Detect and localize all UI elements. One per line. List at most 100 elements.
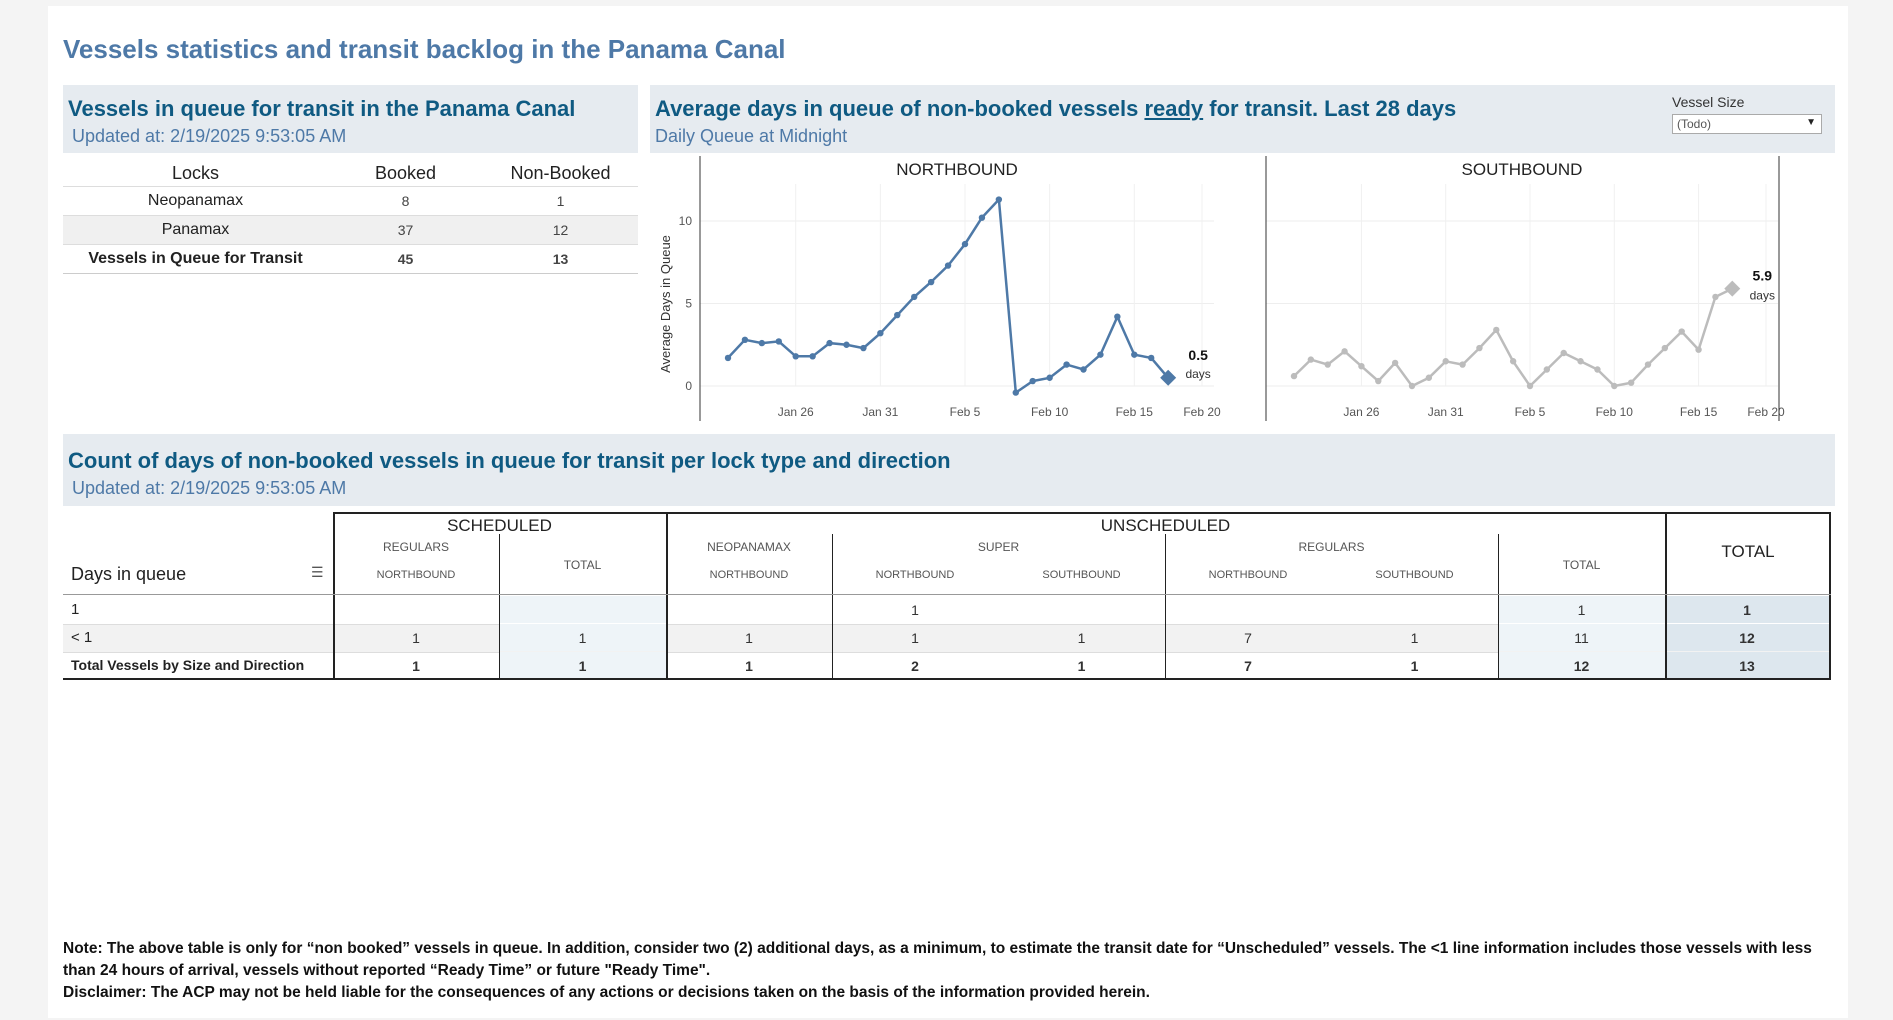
header-southbound: SOUTHBOUND: [1375, 569, 1454, 581]
divider: [1829, 512, 1831, 680]
sort-icon[interactable]: ☰: [311, 564, 324, 580]
data-point: [1594, 366, 1601, 373]
lock-name: Panamax: [63, 215, 328, 245]
header-scheduled: SCHEDULED: [447, 516, 552, 535]
x-tick-label: Feb 10: [1596, 405, 1634, 419]
divider: [1665, 512, 1667, 680]
y-tick-label: 5: [685, 297, 692, 311]
data-point: [1114, 313, 1121, 320]
data-point: [826, 339, 833, 347]
x-tick-label: Feb 20: [1183, 405, 1221, 419]
booked-value: 37: [328, 215, 483, 245]
panel-title: SOUTHBOUND: [1462, 160, 1583, 179]
table-row: Panamax 37 12: [63, 215, 638, 245]
data-point: [860, 344, 867, 352]
data-point: [1046, 374, 1053, 381]
data-point: [809, 353, 816, 360]
x-tick-label: Jan 26: [778, 405, 814, 419]
table-cell: 1: [1743, 602, 1751, 618]
total-cell-bg: [1666, 624, 1829, 651]
total-cell-bg: [500, 624, 666, 651]
note-text: Note: The above table is only for “non b…: [63, 940, 1812, 979]
data-point: [1097, 351, 1104, 358]
row-header-days: Days in queue: [71, 564, 187, 584]
divider: [1165, 534, 1166, 680]
dashboard: Vessels statistics and transit backlog i…: [48, 6, 1848, 1018]
note: Note: The above table is only for “non b…: [63, 938, 1838, 1004]
data-point: [1012, 389, 1019, 396]
header-regulars: REGULARS: [382, 540, 450, 554]
table-cell: 7: [1244, 630, 1252, 646]
table-cell: 1: [578, 658, 587, 674]
x-tick-label: Feb 5: [1515, 405, 1546, 419]
data-point: [1442, 358, 1449, 365]
x-tick-label: Jan 26: [1343, 405, 1379, 419]
data-point: [1290, 372, 1298, 380]
data-point: [1324, 361, 1331, 368]
divider: [63, 678, 1831, 680]
data-point: [724, 354, 732, 362]
data-point: [995, 196, 1003, 203]
divider: [499, 534, 500, 680]
data-point: [877, 330, 884, 337]
data-point: [1493, 326, 1500, 334]
count-panel-updated: Updated at: 2/19/2025 9:53:05 AM: [72, 478, 347, 498]
data-point: [1644, 361, 1652, 368]
last-value-unit: days: [1750, 289, 1775, 303]
table-cell: 12: [1739, 630, 1755, 646]
table-cell: 1: [1410, 630, 1419, 646]
data-point: [1341, 348, 1348, 355]
count-panel-header: Count of days of non-booked vessels in q…: [63, 434, 1835, 506]
header-regulars-unscheduled: REGULARS: [1298, 540, 1365, 554]
data-point: [1611, 382, 1618, 390]
table-cell: 2: [911, 658, 919, 674]
header-northbound: NORTHBOUND: [1208, 569, 1288, 581]
x-tick-label: Feb 5: [950, 405, 981, 419]
total-cell-bg: [1499, 596, 1665, 623]
table-cell: 11: [1574, 630, 1589, 646]
table-cell: 7: [1244, 658, 1252, 674]
table-cell: 12: [1573, 658, 1590, 674]
vessel-size-select[interactable]: (Todo) ▼: [1672, 114, 1822, 134]
table-cell: 1: [745, 630, 753, 646]
data-point: [1459, 361, 1466, 368]
header-northbound: NORTHBOUND: [709, 569, 789, 581]
data-point: [1577, 358, 1584, 365]
data-point: [1029, 377, 1036, 385]
table-cell: 1: [1410, 658, 1419, 674]
queue-panel-updated: Updated at: 2/19/2025 9:53:05 AM: [72, 126, 347, 146]
header-neopanamax: NEOPANAMAX: [707, 540, 791, 554]
x-tick-label: Feb 20: [1747, 405, 1785, 419]
header-unscheduled-total: TOTAL: [1562, 558, 1601, 572]
x-tick-label: Jan 31: [1428, 405, 1464, 419]
data-point: [1391, 359, 1399, 367]
x-tick-label: Feb 15: [1116, 405, 1154, 419]
lock-name: Neopanamax: [63, 186, 328, 216]
col-non-booked: Non-Booked: [510, 163, 611, 183]
table-row: Vessels in Queue for Transit 45 13: [63, 244, 638, 274]
last-point-marker: [1724, 280, 1741, 297]
table-cell: 1: [578, 630, 587, 646]
data-point: [1148, 354, 1155, 362]
data-point: [775, 338, 782, 345]
header-northbound: NORTHBOUND: [376, 569, 456, 581]
data-point: [1080, 366, 1087, 373]
disclaimer-text: Disclaimer: The ACP may not be held liab…: [63, 984, 1150, 1001]
divider: [333, 512, 335, 680]
data-point: [1509, 358, 1517, 365]
queue-panel-header: Vessels in queue for transit in the Pana…: [63, 85, 638, 153]
row-label: < 1: [71, 629, 93, 646]
total-cell-bg: [1499, 624, 1665, 651]
data-point: [1712, 293, 1719, 301]
data-point: [1627, 379, 1635, 386]
data-point: [1358, 363, 1365, 370]
data-point: [894, 311, 901, 319]
avg-days-chart: Average Days in Queue 0 5 10 NORTHBOUND Jan 2…: [658, 156, 1785, 421]
y-tick-label: 10: [679, 214, 693, 228]
header-total: TOTAL: [1721, 542, 1775, 561]
data-point: [1375, 377, 1382, 385]
table-cell: 1: [412, 630, 420, 646]
table-cell: 1: [1077, 630, 1086, 646]
data-point: [1425, 374, 1433, 381]
y-tick-label: 0: [685, 379, 692, 393]
